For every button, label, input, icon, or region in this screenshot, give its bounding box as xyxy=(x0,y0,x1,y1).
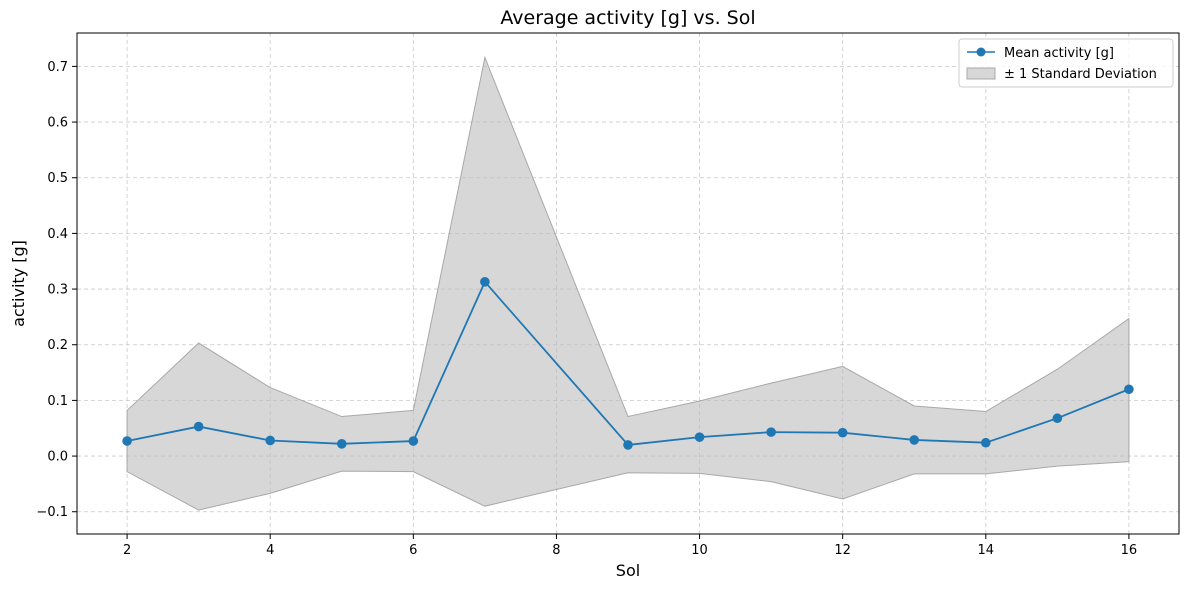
x-tick-label: 2 xyxy=(123,543,131,558)
legend-marker-swatch xyxy=(976,47,986,57)
plot-frame xyxy=(76,32,1180,535)
y-axis-ticks: −0.1 0.0 0.1 0.2 0.3 0.4 0.5 0.6 0.7 xyxy=(36,60,77,520)
x-tick-label: 4 xyxy=(266,543,274,558)
y-tick-label: 0.0 xyxy=(47,450,68,465)
legend: Mean activity [g] ± 1 Standard Deviation xyxy=(958,38,1174,88)
y-tick-label: 0.4 xyxy=(47,227,68,242)
x-tick-label: 12 xyxy=(834,543,851,558)
series-markers xyxy=(122,277,1134,450)
y-tick-label: 0.5 xyxy=(47,171,68,186)
y-tick-label: 0.6 xyxy=(47,116,68,131)
y-tick-label: 0.3 xyxy=(47,283,68,298)
x-tick-label: 16 xyxy=(1121,543,1138,558)
series-line-mean xyxy=(126,280,1130,446)
y-tick-label: 0.1 xyxy=(47,394,68,409)
x-tick-label: 6 xyxy=(409,543,417,558)
data-point xyxy=(909,435,920,445)
y-tick-label: 0.7 xyxy=(47,60,68,75)
data-point xyxy=(408,436,419,446)
data-point xyxy=(623,440,633,450)
data-point xyxy=(193,421,204,432)
legend-label-mean: Mean activity [g] xyxy=(1004,46,1114,61)
data-point xyxy=(837,427,848,438)
legend-band-swatch xyxy=(966,67,996,80)
data-point xyxy=(480,277,490,287)
x-axis-title: Sol xyxy=(616,561,640,580)
chart-title: Average activity [g] vs. Sol xyxy=(500,7,755,29)
legend-label-band: ± 1 Standard Deviation xyxy=(1004,67,1157,82)
y-axis-title: activity [g] xyxy=(9,240,28,327)
data-point xyxy=(1124,384,1134,395)
data-point xyxy=(694,432,705,442)
legend-box xyxy=(958,38,1174,88)
x-tick-label: 10 xyxy=(691,543,708,558)
y-tick-label: 0.2 xyxy=(47,338,68,353)
x-tick-label: 8 xyxy=(552,543,560,558)
data-point xyxy=(122,436,132,446)
data-point xyxy=(265,435,276,446)
std-dev-band xyxy=(126,55,1130,511)
x-tick-label: 14 xyxy=(978,543,995,558)
data-point xyxy=(336,439,347,449)
data-point xyxy=(980,437,991,448)
data-point xyxy=(1052,413,1063,424)
x-axis-ticks: 2 4 6 8 10 12 14 16 xyxy=(123,534,1137,558)
y-tick-label: −0.1 xyxy=(36,505,68,520)
data-point xyxy=(766,427,776,437)
